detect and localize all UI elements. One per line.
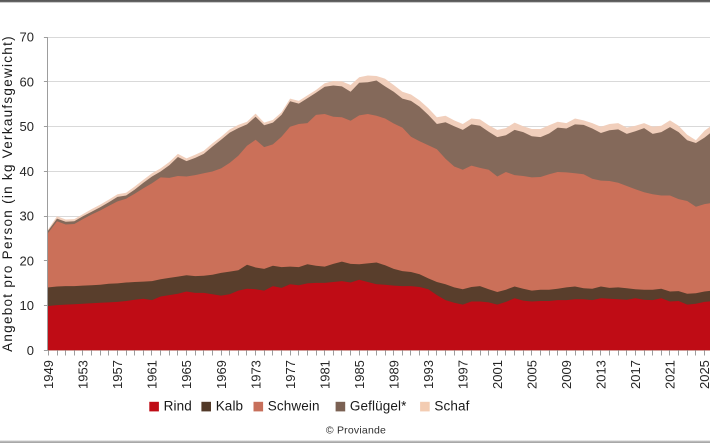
svg-text:Schaf: Schaf <box>434 399 469 414</box>
svg-text:30: 30 <box>20 209 34 224</box>
svg-text:1949: 1949 <box>41 360 56 389</box>
svg-text:1953: 1953 <box>76 360 91 389</box>
svg-text:10: 10 <box>20 298 34 313</box>
svg-text:1989: 1989 <box>386 360 401 389</box>
svg-text:Kalb: Kalb <box>216 399 244 414</box>
svg-text:2009: 2009 <box>559 360 574 389</box>
svg-text:70: 70 <box>20 30 34 45</box>
svg-text:20: 20 <box>20 253 34 268</box>
svg-text:1993: 1993 <box>421 360 436 389</box>
svg-text:Angebot pro Person (in kg Verk: Angebot pro Person (in kg Verkaufsgewich… <box>0 35 15 352</box>
svg-text:1981: 1981 <box>317 360 332 389</box>
svg-text:Schwein: Schwein <box>268 399 320 414</box>
svg-text:1957: 1957 <box>110 360 125 389</box>
svg-text:1977: 1977 <box>283 360 298 389</box>
svg-text:2001: 2001 <box>490 360 505 389</box>
svg-text:50: 50 <box>20 119 34 134</box>
svg-text:2013: 2013 <box>594 360 609 389</box>
svg-text:1969: 1969 <box>214 360 229 389</box>
svg-text:2017: 2017 <box>628 360 643 389</box>
svg-text:1985: 1985 <box>352 360 367 389</box>
svg-text:1961: 1961 <box>145 360 160 389</box>
svg-text:2005: 2005 <box>525 360 540 389</box>
svg-text:Geflügel*: Geflügel* <box>350 399 407 414</box>
svg-text:1965: 1965 <box>179 360 194 389</box>
svg-text:1973: 1973 <box>248 360 263 389</box>
svg-text:60: 60 <box>20 74 34 89</box>
svg-text:40: 40 <box>20 164 34 179</box>
svg-text:Rind: Rind <box>164 399 192 414</box>
svg-text:0: 0 <box>27 343 34 358</box>
svg-text:1997: 1997 <box>456 360 471 389</box>
svg-text:2021: 2021 <box>663 360 678 389</box>
svg-text:2025: 2025 <box>697 360 710 389</box>
svg-text:© Proviande: © Proviande <box>326 425 386 437</box>
